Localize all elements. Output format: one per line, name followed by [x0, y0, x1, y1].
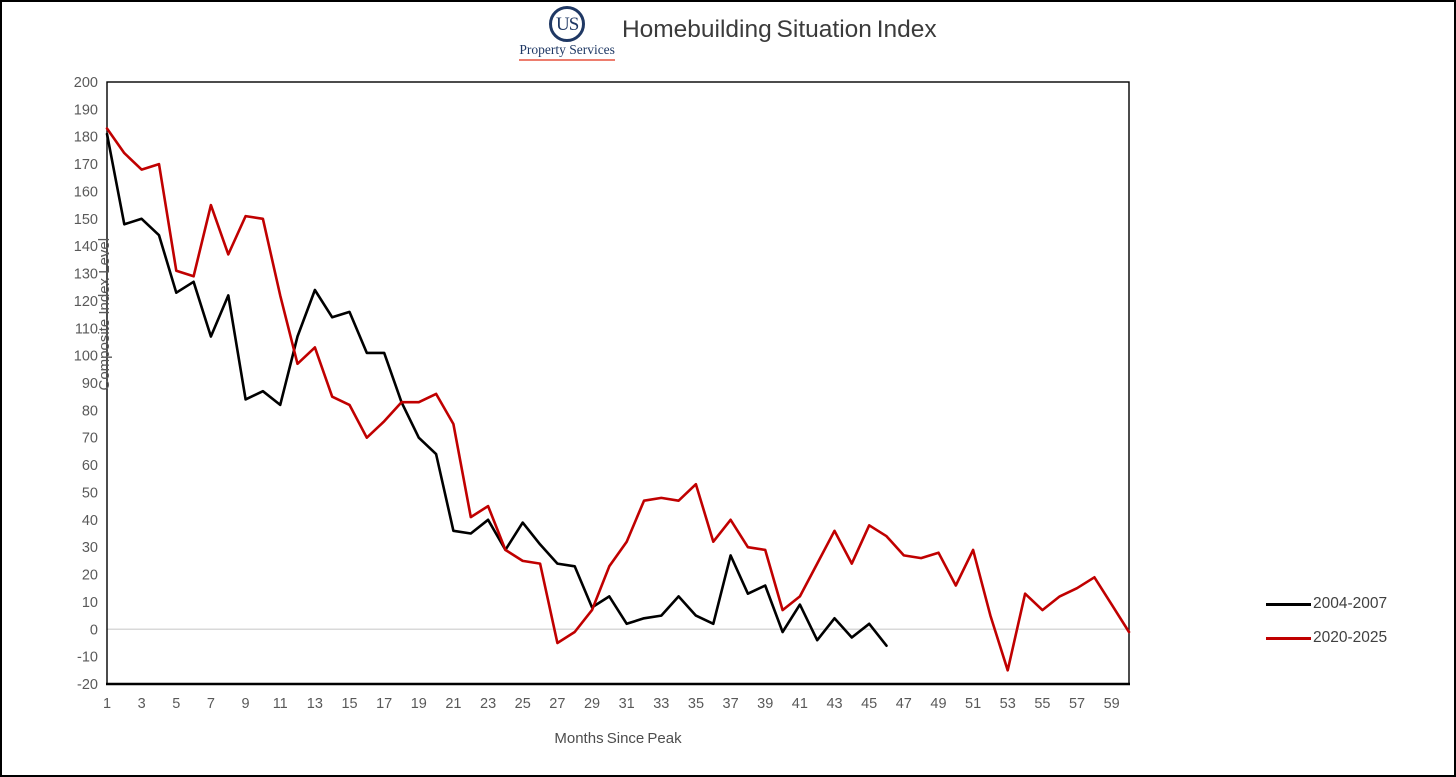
x-tick-label: 55 — [1034, 696, 1050, 712]
y-tick-label: 20 — [82, 568, 98, 584]
y-tick-label: 140 — [74, 239, 98, 255]
y-tick-label: 40 — [82, 513, 98, 529]
y-tick-label: 120 — [74, 294, 98, 310]
legend-item-2020-2025: 2020-2025 — [1266, 629, 1387, 647]
x-tick-label: 13 — [307, 696, 323, 712]
x-tick-label: 11 — [273, 696, 288, 712]
x-tick-label: 3 — [138, 696, 146, 712]
y-tick-label: 80 — [82, 403, 98, 419]
x-tick-label: 59 — [1104, 696, 1120, 712]
series-line-2004-2007 — [105, 132, 888, 648]
x-tick-label: 21 — [445, 696, 461, 712]
x-tick-label: 35 — [688, 696, 704, 712]
y-tick-label: 10 — [82, 595, 98, 611]
x-tick-label: 49 — [930, 696, 946, 712]
chart-legend: 2004-2007 2020-2025 — [1266, 595, 1387, 647]
y-tick-label: 60 — [82, 458, 98, 474]
plot-area-border — [106, 81, 1130, 685]
y-tick-label: 0 — [90, 622, 98, 638]
legend-label: 2020-2025 — [1313, 629, 1388, 646]
x-tick-label: 17 — [376, 696, 392, 712]
x-tick-label: 29 — [584, 696, 600, 712]
x-tick-label: 51 — [965, 696, 981, 712]
x-tick-label: 27 — [549, 696, 565, 712]
series-line-2020-2025 — [105, 127, 1131, 672]
y-tick-label: 160 — [74, 184, 98, 200]
x-tick-label: 31 — [619, 696, 635, 712]
x-tick-label: 53 — [1000, 696, 1016, 712]
x-tick-label: 33 — [653, 696, 669, 712]
x-tick-label: 41 — [792, 696, 808, 712]
legend-item-2004-2007: 2004-2007 — [1266, 595, 1387, 613]
legend-label: 2004-2007 — [1313, 595, 1388, 612]
x-tick-label: 37 — [723, 696, 739, 712]
y-tick-label: 100 — [74, 349, 98, 365]
y-tick-label: 110 — [75, 321, 98, 337]
y-tick-label: 30 — [82, 540, 98, 556]
x-tick-label: 5 — [172, 696, 180, 712]
x-tick-label: 45 — [861, 696, 877, 712]
x-tick-label: 7 — [207, 696, 215, 712]
x-tick-label: 1 — [103, 696, 111, 712]
y-tick-label: 170 — [74, 157, 98, 173]
x-tick-label: 39 — [757, 696, 773, 712]
y-tick-label: 130 — [74, 267, 98, 283]
y-tick-label: 150 — [74, 212, 98, 228]
y-tick-label: 90 — [82, 376, 98, 392]
y-tick-label: 190 — [74, 102, 98, 118]
y-tick-label: 50 — [82, 485, 98, 501]
x-tick-label: 25 — [515, 696, 531, 712]
legend-line-swatch-red — [1266, 636, 1311, 640]
x-tick-label: 47 — [896, 696, 912, 712]
x-tick-label: 43 — [826, 696, 842, 712]
x-tick-label: 57 — [1069, 696, 1085, 712]
x-axis-title: Months Since Peak — [554, 730, 682, 747]
legend-line-swatch-black — [1266, 602, 1311, 606]
y-tick-label: -10 — [77, 650, 98, 666]
x-tick-label: 23 — [480, 696, 496, 712]
y-tick-label: -20 — [77, 677, 98, 693]
x-tick-label: 9 — [242, 696, 250, 712]
y-tick-label: 70 — [82, 431, 98, 447]
x-tick-label: 19 — [411, 696, 427, 712]
y-tick-label: 180 — [74, 130, 98, 146]
y-tick-label: 200 — [74, 75, 98, 91]
y-axis-title: Composite Index Level — [95, 237, 113, 391]
x-tick-label: 15 — [341, 696, 357, 712]
